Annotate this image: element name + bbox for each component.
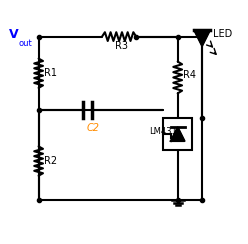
Text: R4: R4	[183, 70, 196, 80]
Text: out: out	[19, 39, 32, 48]
Text: LM431: LM431	[150, 127, 177, 136]
Polygon shape	[171, 127, 185, 141]
Text: V: V	[9, 28, 19, 41]
Text: R3: R3	[116, 41, 128, 51]
Text: R2: R2	[44, 156, 57, 166]
Text: C2: C2	[86, 123, 99, 133]
Polygon shape	[194, 30, 210, 46]
Text: R1: R1	[44, 68, 57, 78]
Bar	[163, 118, 192, 150]
Text: LED: LED	[213, 29, 232, 39]
